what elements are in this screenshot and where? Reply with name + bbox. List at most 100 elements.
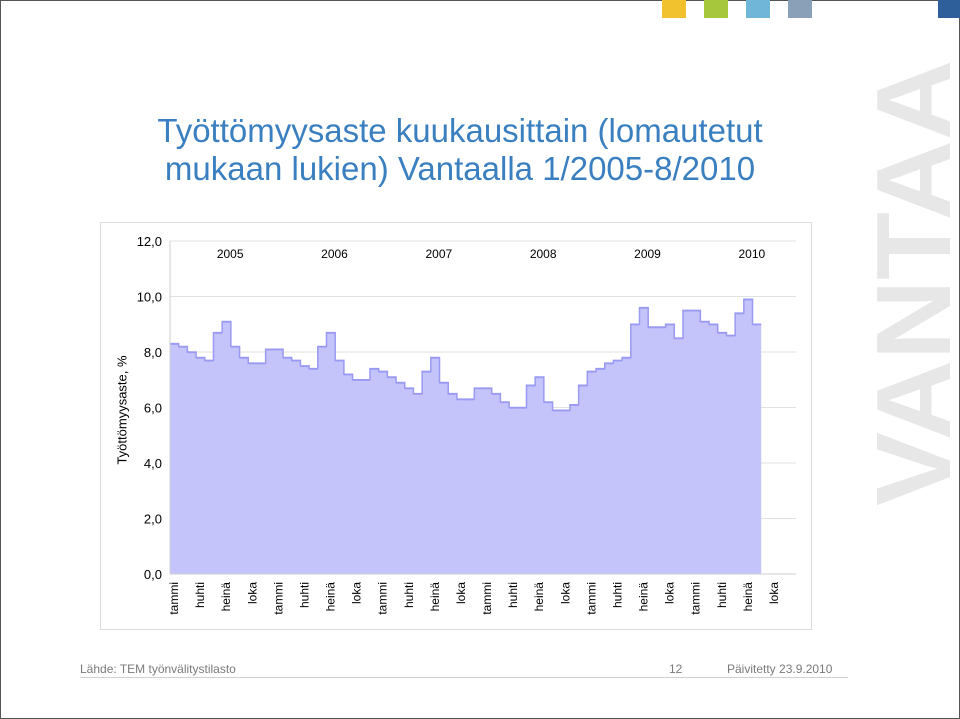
data-point-mark	[483, 388, 492, 390]
data-point-mark	[587, 371, 597, 373]
data-point-mark	[430, 357, 440, 359]
data-point-mark	[543, 401, 553, 404]
data-point-mark	[613, 360, 623, 362]
data-point-mark	[700, 321, 710, 323]
data-point-mark	[300, 365, 310, 368]
data-point-mark	[665, 324, 675, 326]
data-point-mark	[526, 385, 536, 387]
data-point-mark	[317, 346, 327, 348]
data-point-mark	[561, 410, 570, 412]
x-tick-label: heinä	[637, 582, 651, 612]
x-tick-label: loka	[245, 582, 259, 604]
y-tick-label: 2,0	[144, 512, 162, 527]
x-tick-label: loka	[350, 582, 364, 604]
data-point-mark	[622, 357, 631, 359]
year-label: 2008	[530, 247, 557, 261]
year-label: 2005	[217, 247, 244, 261]
data-point-mark	[187, 352, 197, 354]
data-point-mark	[413, 393, 423, 395]
x-tick-label: huhti	[193, 582, 207, 608]
data-point-mark	[361, 379, 370, 381]
data-point-mark	[604, 363, 614, 365]
x-tick-label: huhti	[402, 582, 416, 608]
data-point-mark	[691, 310, 701, 312]
data-point-mark	[265, 349, 275, 351]
data-point-mark	[170, 343, 179, 345]
data-point-mark	[274, 349, 284, 351]
y-tick-label: 0,0	[144, 567, 162, 582]
data-point-mark	[735, 313, 744, 315]
x-tick-label: loka	[558, 582, 572, 604]
data-point-mark	[465, 399, 475, 401]
data-point-mark	[682, 310, 692, 312]
data-point-mark	[491, 393, 501, 395]
data-point-mark	[204, 360, 214, 362]
data-point-mark	[222, 321, 231, 323]
data-point-mark	[717, 332, 727, 334]
year-label: 2007	[425, 247, 452, 261]
data-point-mark	[335, 360, 344, 362]
year-label: 2010	[738, 247, 765, 261]
data-point-mark	[178, 346, 188, 348]
data-point-mark	[230, 346, 240, 348]
x-tick-label: huhti	[610, 582, 624, 608]
data-point-mark	[396, 382, 405, 384]
data-point-mark	[239, 357, 249, 359]
y-axis-label: Työttömyysaste, %	[114, 355, 130, 465]
data-point-mark	[656, 327, 666, 329]
data-point-mark	[639, 307, 649, 309]
data-point-mark	[743, 299, 753, 301]
data-point-mark	[343, 374, 353, 376]
deco-square-yellow	[662, 0, 686, 18]
data-point-mark	[630, 324, 640, 326]
year-label: 2006	[321, 247, 348, 261]
data-point-mark	[369, 368, 379, 370]
vantaa-logo: VANTAA	[862, 60, 960, 506]
x-tick-label: heinä	[741, 582, 755, 612]
deco-square-navy	[938, 0, 960, 18]
x-tick-label: huhti	[715, 582, 729, 608]
x-tick-label: tammi	[167, 582, 181, 615]
data-point-mark	[352, 379, 362, 381]
footer-divider	[80, 677, 848, 678]
data-point-mark	[291, 360, 301, 362]
data-point-mark	[709, 324, 718, 326]
data-point-mark	[309, 368, 318, 370]
y-tick-label: 6,0	[144, 401, 162, 416]
footer-updated: Päivitetty 23.9.2010	[727, 662, 833, 676]
data-point-mark	[517, 407, 527, 409]
slide-title: Työttömyysaste kuukausittain (lomautetut…	[157, 112, 763, 187]
data-point-mark	[248, 363, 257, 365]
x-tick-label: loka	[767, 582, 781, 604]
deco-square-green	[704, 0, 728, 18]
x-tick-label: huhti	[506, 582, 520, 608]
data-point-mark	[196, 357, 205, 359]
data-point-mark	[439, 382, 449, 384]
x-tick-label: tammi	[689, 582, 703, 615]
x-tick-label: tammi	[480, 582, 494, 615]
footer-source: Lähde: TEM työnvälitystilasto	[80, 662, 236, 676]
y-tick-label: 10,0	[137, 290, 162, 305]
x-tick-label: loka	[454, 582, 468, 604]
data-point-mark	[422, 371, 431, 373]
data-point-mark	[569, 404, 579, 406]
data-point-mark	[578, 385, 588, 387]
x-tick-label: tammi	[584, 582, 598, 615]
data-point-mark	[674, 338, 683, 340]
y-tick-label: 4,0	[144, 456, 162, 471]
data-point-mark	[283, 357, 292, 359]
data-point-mark	[474, 388, 483, 390]
x-tick-label: heinä	[428, 582, 442, 612]
data-point-mark	[213, 332, 223, 334]
data-point-mark	[387, 376, 397, 379]
x-tick-label: loka	[663, 582, 677, 604]
data-point-mark	[256, 363, 266, 365]
data-point-mark	[752, 324, 762, 326]
data-point-mark	[326, 332, 336, 334]
data-point-mark	[648, 327, 657, 329]
deco-square-blue	[746, 0, 770, 18]
y-tick-label: 8,0	[144, 345, 162, 360]
y-tick-label: 12,0	[137, 234, 162, 249]
year-label: 2009	[634, 247, 661, 261]
